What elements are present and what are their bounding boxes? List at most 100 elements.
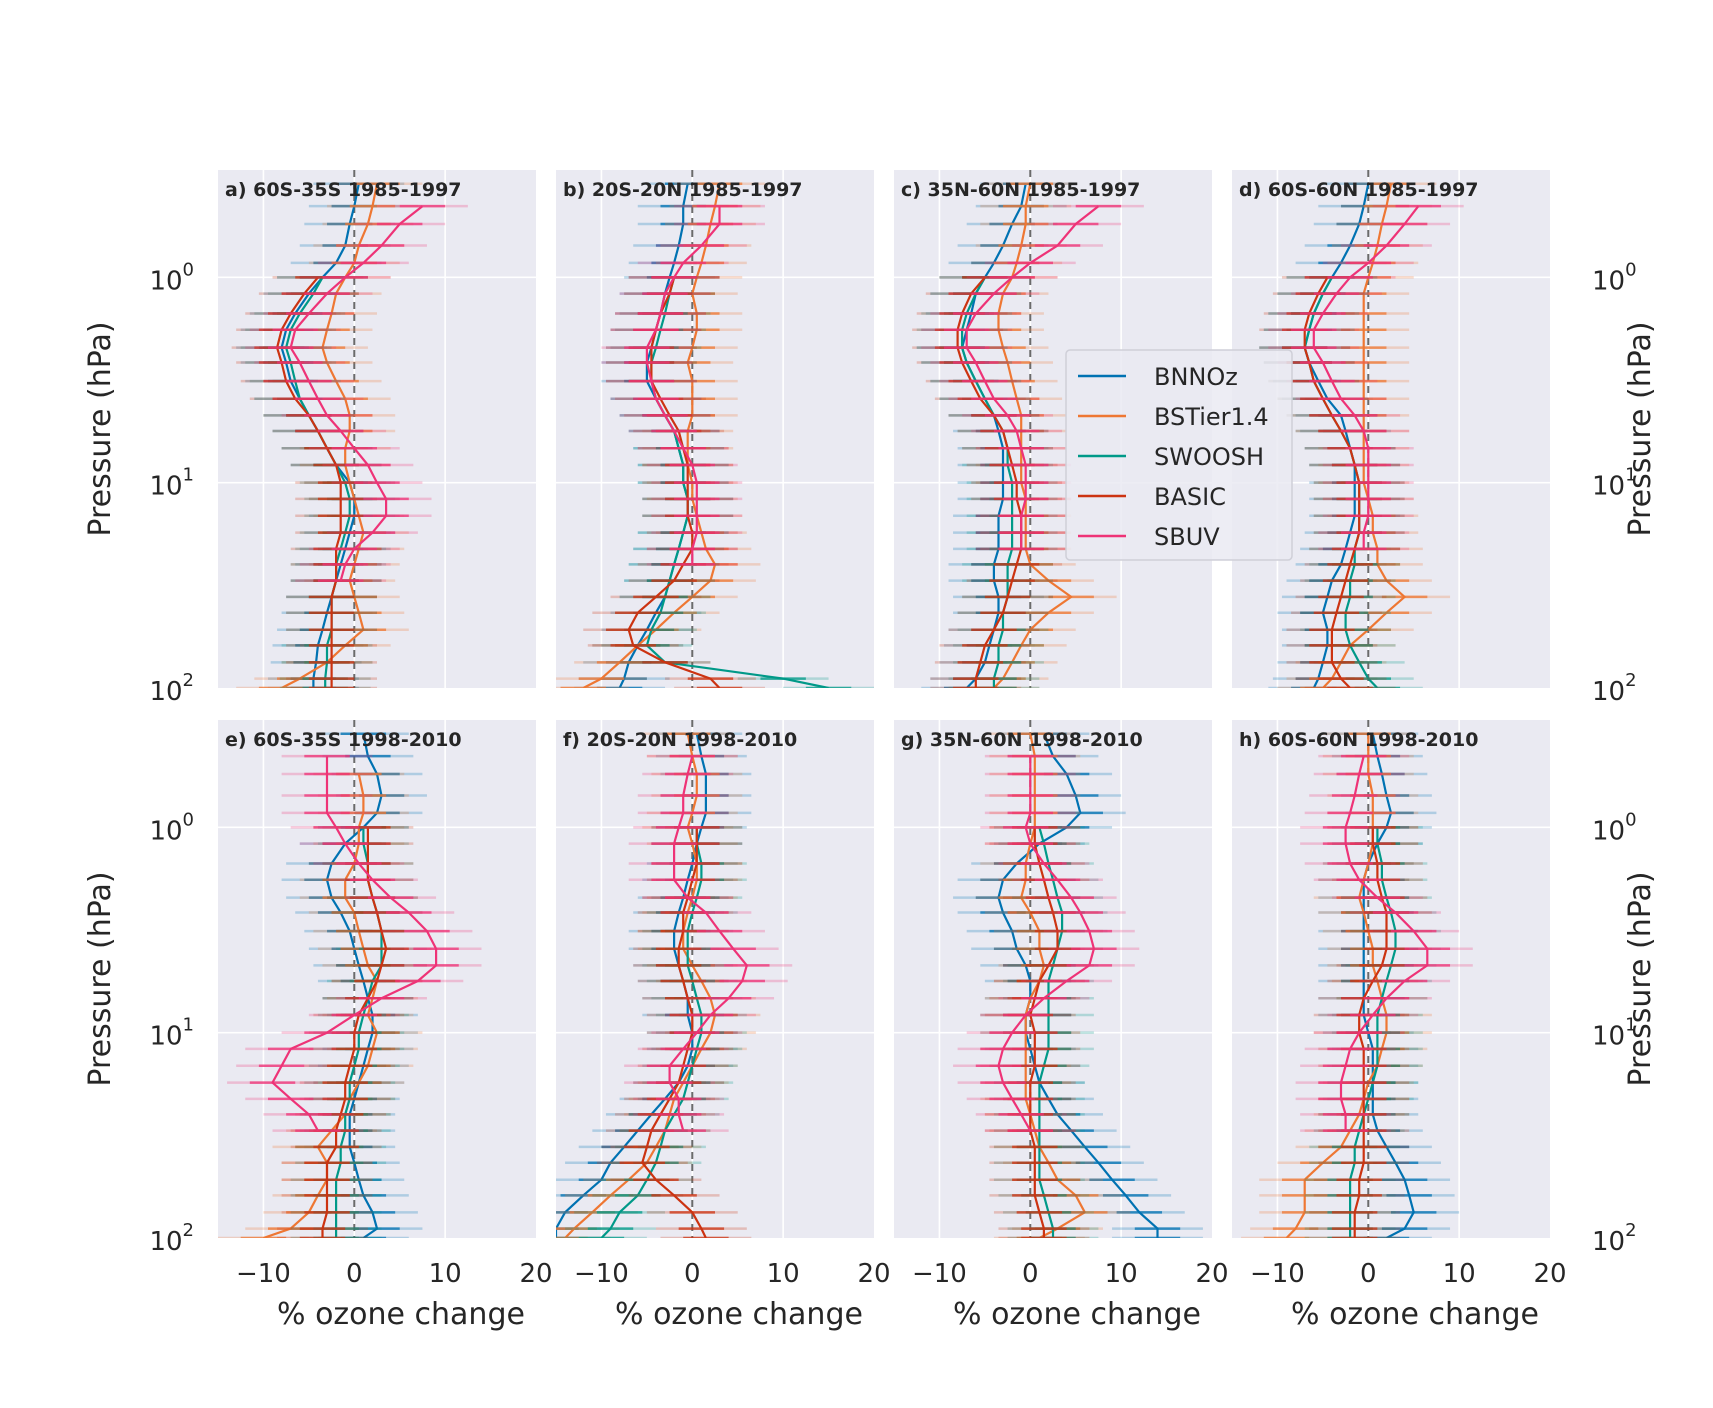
y-tick-base: 10 <box>149 816 182 846</box>
plot-area <box>556 720 874 1238</box>
series-line-basic <box>627 277 721 688</box>
y-tick-label: 101 <box>149 465 194 502</box>
panel-title: g) 35N-60N 1998-2010 <box>901 729 1143 751</box>
y-tick-label: 100 <box>149 259 194 296</box>
y-tick-exponent: 2 <box>1625 1220 1636 1241</box>
series-line-basic <box>276 276 342 688</box>
panel-e: e) 60S-35S 1998-2010−10 0 10 20% ozone chan… <box>83 720 553 1332</box>
y-tick-label: 100 <box>1592 809 1637 846</box>
y-tick-exponent: 1 <box>183 1015 194 1036</box>
panel-title: e) 60S-35S 1998-2010 <box>225 729 462 751</box>
y-tick-base: 10 <box>1592 1227 1625 1257</box>
y-tick-exponent: 0 <box>1625 809 1636 830</box>
x-tick-label: −10 <box>1250 1259 1305 1289</box>
series-line-sbuv <box>668 755 748 1131</box>
y-axis-label: Pressure (hPa) <box>83 871 118 1086</box>
y-tick-base: 10 <box>149 472 182 502</box>
x-tick-label: 20 <box>1533 1259 1566 1289</box>
legend-label: SWOOSH <box>1154 443 1264 471</box>
y-tick-exponent: 1 <box>183 465 194 486</box>
x-tick-label: 20 <box>519 1259 552 1289</box>
plot-area <box>218 170 536 688</box>
x-tick-label: −10 <box>912 1259 967 1289</box>
x-tick-label: 20 <box>1195 1259 1228 1289</box>
y-tick-label: 102 <box>149 670 194 707</box>
panel-g: g) 35N-60N 1998-2010 −10 0 10 20 % ozone chan… <box>894 720 1229 1332</box>
panel-title: f) 20S-20N 1998-2010 <box>563 729 797 751</box>
x-tick-label: 20 <box>857 1259 890 1289</box>
x-tick-label: 10 <box>1105 1259 1138 1289</box>
y-tick-exponent: 2 <box>183 1220 194 1241</box>
y-tick-label: 101 <box>1592 1015 1637 1052</box>
x-tick-label: 10 <box>429 1259 462 1289</box>
series-line-sbuv <box>965 205 1100 549</box>
x-tick-label: 0 <box>684 1259 701 1289</box>
y-axis-label: Pressure (hPa) <box>1623 871 1658 1086</box>
legend: BNNOz BSTier1.4 SWOOSH BASIC SBUV <box>1065 349 1293 561</box>
series-group <box>1241 732 1473 1238</box>
y-tick-exponent: 2 <box>1625 670 1636 691</box>
y-tick-exponent: 0 <box>183 809 194 830</box>
y-tick-exponent: 0 <box>183 259 194 280</box>
series-line-swoosh <box>600 827 703 1238</box>
panel-title: a) 60S-35S 1985-1997 <box>225 179 462 201</box>
y-tick-exponent: 1 <box>1625 465 1636 486</box>
y-tick-exponent: 2 <box>183 670 194 691</box>
y-tick-base: 10 <box>149 266 182 296</box>
panel-f: f) 20S-20N 1998-2010 −10 0 10 20 % ozone chan… <box>556 720 891 1332</box>
x-tick-label: 0 <box>346 1259 363 1289</box>
y-tick-exponent: 0 <box>1625 259 1636 280</box>
series-group <box>953 732 1203 1238</box>
series-line-basic <box>956 276 1023 688</box>
y-tick-base: 10 <box>1592 1022 1625 1052</box>
series-group <box>218 732 482 1238</box>
series-line-swoosh <box>960 276 1014 688</box>
x-axis-label: % ozone change <box>277 1297 525 1332</box>
y-tick-label: 102 <box>1592 1220 1637 1257</box>
plot-area <box>1232 720 1550 1238</box>
series-line-swoosh <box>645 277 829 688</box>
y-tick-base: 10 <box>149 1227 182 1257</box>
x-axis-label: % ozone change <box>953 1297 1201 1332</box>
series-line-sbuv <box>997 756 1096 1132</box>
series-line-swoosh <box>1038 827 1064 1238</box>
series-line-sbuv <box>271 756 438 1132</box>
series-line-sbuv <box>1339 755 1429 1131</box>
legend-label: BNNOz <box>1154 363 1238 391</box>
y-tick-base: 10 <box>1592 472 1625 502</box>
y-tick-label: 101 <box>149 1015 194 1052</box>
panel-title: h) 60S-60N 1998-2010 <box>1239 729 1478 751</box>
y-tick-base: 10 <box>1592 816 1625 846</box>
y-tick-label: 102 <box>1592 670 1637 707</box>
legend-label: SBUV <box>1154 523 1220 551</box>
panel-title: b) 20S-20N 1985-1997 <box>563 179 803 201</box>
series-group <box>912 182 1144 688</box>
series-line-sbuv <box>1312 205 1420 549</box>
x-tick-label: 10 <box>1443 1259 1476 1289</box>
series-line-sbuv <box>645 206 721 565</box>
y-tick-label: 101 <box>1592 465 1637 502</box>
y-tick-exponent: 1 <box>1625 1015 1636 1036</box>
y-tick-label: 100 <box>149 809 194 846</box>
x-axis-label: % ozone change <box>615 1297 863 1332</box>
series-group <box>1259 182 1464 688</box>
x-axis-label: % ozone change <box>1291 1297 1539 1332</box>
series-group <box>231 182 468 688</box>
series-group <box>556 182 874 688</box>
legend-box <box>1065 349 1293 561</box>
x-tick-label: 10 <box>767 1259 800 1289</box>
y-tick-base: 10 <box>1592 266 1625 296</box>
y-tick-base: 10 <box>1592 677 1625 707</box>
x-tick-label: 0 <box>1360 1259 1377 1289</box>
panel-h: h) 60S-60N 1998-2010−10 0 10 20% ozone chan… <box>1232 720 1658 1332</box>
y-tick-base: 10 <box>149 1022 182 1052</box>
series-line-basic <box>321 827 388 1238</box>
series-group <box>556 732 793 1238</box>
x-tick-label: −10 <box>236 1259 291 1289</box>
legend-label: BSTier1.4 <box>1154 403 1269 431</box>
y-tick-base: 10 <box>149 677 182 707</box>
series-line-basic <box>1303 276 1361 688</box>
